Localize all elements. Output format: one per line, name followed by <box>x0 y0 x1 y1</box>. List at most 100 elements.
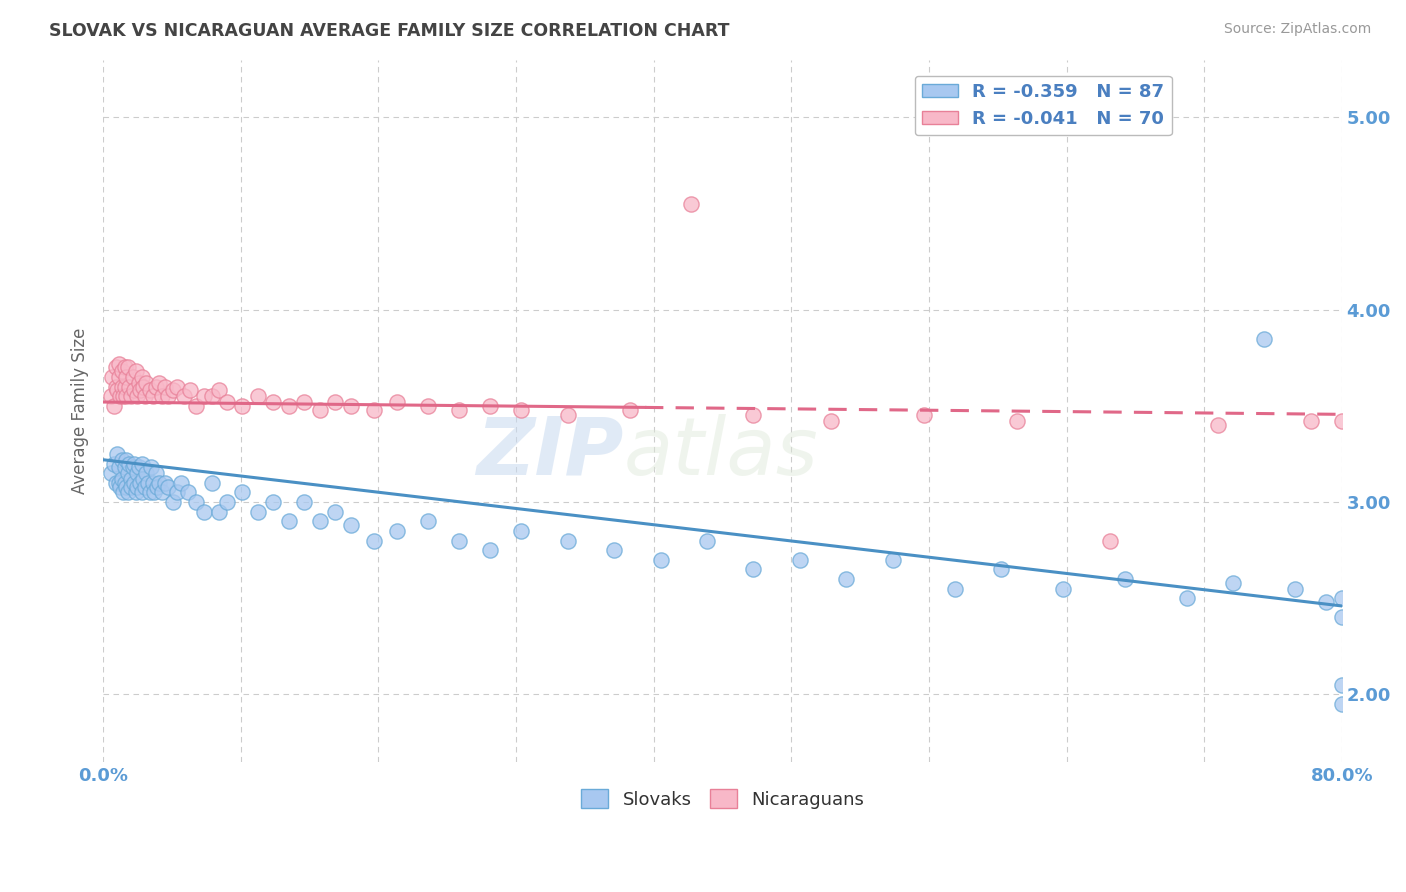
Point <box>742 562 765 576</box>
Point <box>166 379 188 393</box>
Point <box>162 495 184 509</box>
Point <box>138 384 160 398</box>
Point <box>127 480 149 494</box>
Point <box>1114 572 1136 586</box>
Point <box>139 460 162 475</box>
Point <box>200 389 222 403</box>
Y-axis label: Average Family Size: Average Family Size <box>72 327 89 494</box>
Point <box>1005 414 1028 428</box>
Point <box>277 514 299 528</box>
Point <box>118 379 141 393</box>
Point <box>120 389 142 403</box>
Point <box>114 379 136 393</box>
Point <box>100 467 122 481</box>
Point <box>231 485 253 500</box>
Text: SLOVAK VS NICARAGUAN AVERAGE FAMILY SIZE CORRELATION CHART: SLOVAK VS NICARAGUAN AVERAGE FAMILY SIZE… <box>49 22 730 40</box>
Point <box>1330 591 1353 606</box>
Point <box>1330 697 1353 711</box>
Point <box>117 360 139 375</box>
Point <box>215 395 238 409</box>
Point <box>340 518 363 533</box>
Point <box>619 402 641 417</box>
Point <box>134 389 156 403</box>
Point <box>325 395 347 409</box>
Point <box>115 452 138 467</box>
Point <box>184 399 207 413</box>
Point <box>132 379 155 393</box>
Point <box>169 475 191 490</box>
Point <box>208 505 231 519</box>
Point <box>246 389 269 403</box>
Point <box>142 389 165 403</box>
Point <box>112 485 135 500</box>
Point <box>309 514 332 528</box>
Point <box>115 389 138 403</box>
Point <box>143 485 166 500</box>
Point <box>134 480 156 494</box>
Point <box>121 370 143 384</box>
Point <box>262 395 284 409</box>
Point <box>101 370 124 384</box>
Point <box>145 379 167 393</box>
Point <box>104 360 127 375</box>
Point <box>121 460 143 475</box>
Point <box>418 514 440 528</box>
Point <box>120 472 142 486</box>
Point <box>107 475 129 490</box>
Point <box>107 357 129 371</box>
Point <box>148 475 170 490</box>
Point <box>1222 575 1244 590</box>
Point <box>418 399 440 413</box>
Point <box>1315 595 1337 609</box>
Point <box>120 480 142 494</box>
Point <box>100 389 122 403</box>
Point <box>153 475 176 490</box>
Point <box>107 370 129 384</box>
Point <box>184 495 207 509</box>
Point <box>1299 414 1322 428</box>
Point <box>1330 414 1353 428</box>
Point <box>131 457 153 471</box>
Point <box>363 402 385 417</box>
Point <box>1206 418 1229 433</box>
Point <box>325 505 347 519</box>
Point <box>262 495 284 509</box>
Point <box>122 457 145 471</box>
Point <box>294 395 316 409</box>
Point <box>215 495 238 509</box>
Point <box>146 480 169 494</box>
Point <box>115 480 138 494</box>
Point <box>449 402 471 417</box>
Point <box>129 384 152 398</box>
Point <box>118 457 141 471</box>
Point <box>179 384 201 398</box>
Legend: Slovaks, Nicaraguans: Slovaks, Nicaraguans <box>574 782 872 816</box>
Point <box>340 399 363 413</box>
Point <box>128 376 150 390</box>
Point <box>124 364 146 378</box>
Point <box>138 485 160 500</box>
Point <box>1098 533 1121 548</box>
Point <box>696 533 718 548</box>
Point <box>162 384 184 398</box>
Point <box>115 370 138 384</box>
Point <box>990 562 1012 576</box>
Point <box>114 460 136 475</box>
Text: Source: ZipAtlas.com: Source: ZipAtlas.com <box>1223 22 1371 37</box>
Point <box>127 467 149 481</box>
Point <box>104 475 127 490</box>
Point <box>111 472 134 486</box>
Point <box>135 467 157 481</box>
Point <box>122 384 145 398</box>
Point <box>835 572 858 586</box>
Point <box>128 460 150 475</box>
Point <box>1330 610 1353 624</box>
Point <box>650 553 672 567</box>
Point <box>122 475 145 490</box>
Point <box>208 384 231 398</box>
Point <box>112 389 135 403</box>
Point <box>479 399 502 413</box>
Point <box>111 364 134 378</box>
Point <box>912 409 935 423</box>
Point <box>145 467 167 481</box>
